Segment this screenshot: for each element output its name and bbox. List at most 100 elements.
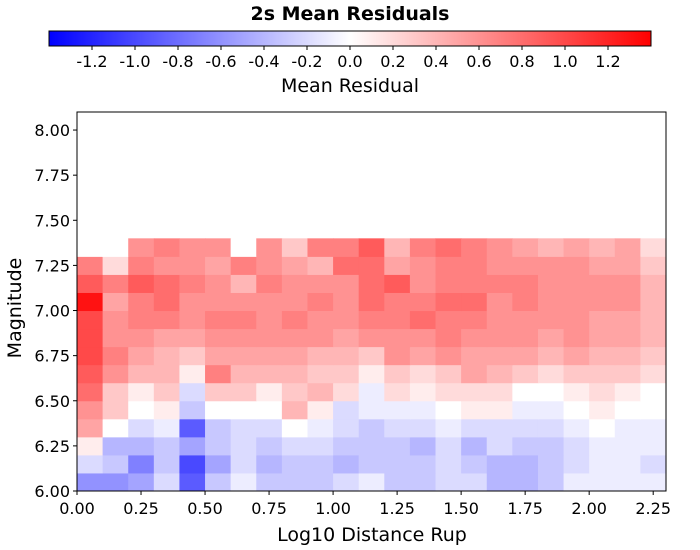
colorbar-tick-label: -0.8 [162, 52, 193, 71]
heatmap-cell [358, 328, 385, 348]
heatmap-cell [589, 238, 616, 257]
heatmap-cell [461, 472, 488, 492]
heatmap-cell [256, 382, 283, 402]
heatmap-cell [102, 346, 129, 366]
heatmap-cell [614, 454, 641, 474]
heatmap-cell [384, 346, 411, 366]
heatmap-cell [281, 256, 308, 275]
heatmap-cell [77, 436, 104, 456]
heatmap-cell [128, 346, 155, 366]
heatmap-cell [256, 454, 283, 474]
heatmap-cell [102, 418, 129, 438]
heatmap-cell [153, 310, 180, 330]
heatmap-cell [128, 238, 155, 257]
heatmap-cell [358, 436, 385, 456]
heatmap-cell [307, 292, 334, 312]
heatmap-cell [563, 364, 590, 384]
heatmap-cell [77, 256, 104, 275]
heatmap-cell [281, 436, 308, 456]
heatmap-cell [230, 256, 257, 275]
heatmap-cell [281, 238, 308, 257]
heatmap-cell [589, 472, 616, 492]
heatmap-cell [77, 292, 104, 312]
heatmap-cell [640, 292, 667, 312]
heatmap-cell [486, 418, 513, 438]
colorbar [48, 30, 652, 47]
heatmap-cell [589, 256, 616, 275]
heatmap-cell [230, 436, 257, 456]
x-axis-label: Log10 Distance Rup [277, 524, 467, 546]
heatmap-cell [307, 328, 334, 348]
heatmap-cell [435, 382, 462, 402]
heatmap-cell [512, 310, 539, 330]
heatmap-cell [205, 256, 232, 275]
heatmap-cell [486, 256, 513, 275]
heatmap-cell [614, 274, 641, 293]
heatmap-cell [614, 364, 641, 384]
heatmap-cell [563, 472, 590, 492]
heatmap-cell [307, 274, 334, 293]
heatmap-cell [153, 256, 180, 275]
heatmap-cell [512, 364, 539, 384]
heatmap-cell [333, 328, 360, 348]
heatmap-cell [153, 436, 180, 456]
colorbar-tick-label: 0.8 [509, 52, 534, 71]
heatmap-cell [384, 454, 411, 474]
heatmap-cell [281, 274, 308, 293]
y-axis-ticks: 6.00 6.25 6.50 6.75 7.00 7.25 7.50 7.75 8.00 [34, 121, 77, 501]
heatmap-cell [512, 400, 539, 420]
heatmap-cell [461, 328, 488, 348]
heatmap-cell [384, 472, 411, 492]
heatmap-cell [461, 292, 488, 312]
colorbar-tick-label: 0.0 [337, 52, 362, 71]
heatmap-cell [153, 292, 180, 312]
heatmap-cell [153, 472, 180, 492]
heatmap-cell [128, 274, 155, 293]
heatmap-cell [281, 310, 308, 330]
y-tick-label: 6.25 [34, 437, 70, 456]
heatmap-cells [77, 238, 667, 492]
heatmap-cell [563, 418, 590, 438]
heatmap-cell [563, 346, 590, 366]
heatmap-cell [230, 400, 257, 420]
heatmap-cell [281, 346, 308, 366]
y-axis-label: Magnitude [4, 258, 26, 359]
heatmap-cell [153, 400, 180, 420]
heatmap-cell [307, 436, 334, 456]
heatmap-cell [307, 382, 334, 402]
heatmap-cell [409, 310, 437, 330]
heatmap-cell [256, 400, 283, 420]
heatmap-cell [563, 274, 590, 293]
heatmap-cell [614, 418, 641, 438]
x-tick-label: 1.00 [315, 499, 351, 518]
heatmap-cell [333, 418, 360, 438]
heatmap-cell [563, 382, 590, 402]
heatmap-cell [461, 382, 488, 402]
heatmap-cell [614, 400, 641, 420]
y-tick-label: 7.00 [34, 302, 70, 321]
heatmap-cell [589, 364, 616, 384]
heatmap-cell [256, 238, 283, 257]
heatmap-cell [614, 382, 641, 402]
heatmap-cell [128, 310, 155, 330]
y-tick-label: 7.75 [34, 166, 70, 185]
heatmap-cell [205, 454, 232, 474]
heatmap-cell [640, 256, 667, 275]
y-tick-label: 7.25 [34, 256, 70, 275]
heatmap-cell [537, 292, 565, 312]
heatmap-cell [128, 328, 155, 348]
heatmap-cell [537, 472, 565, 492]
heatmap-cell [512, 328, 539, 348]
heatmap-cell [409, 400, 437, 420]
heatmap-cell [589, 400, 616, 420]
heatmap-cell [537, 382, 565, 402]
heatmap-cell [640, 382, 667, 402]
heatmap-cell [205, 400, 232, 420]
y-tick-label: 8.00 [34, 121, 70, 140]
colorbar-tick-label: 0.6 [466, 52, 491, 71]
heatmap-cell [486, 454, 513, 474]
heatmap-cell [537, 418, 565, 438]
heatmap-cell [435, 418, 462, 438]
heatmap-cell [486, 292, 513, 312]
